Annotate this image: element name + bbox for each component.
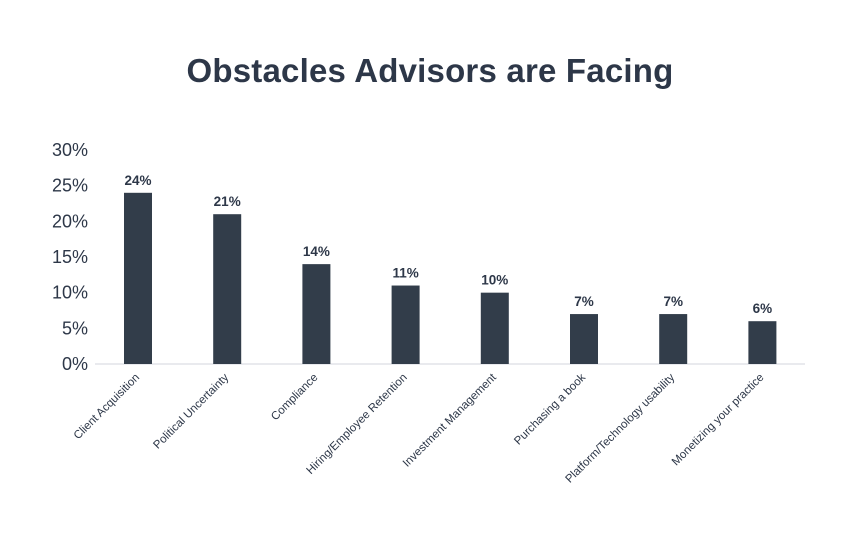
data-label: 24% (124, 173, 151, 188)
bar (659, 314, 688, 364)
bar (302, 264, 331, 364)
y-tick-label: 25% (52, 176, 88, 196)
x-tick-label: Hiring/Employee Retention (305, 372, 410, 477)
data-label: 7% (663, 294, 683, 309)
x-tick-label: Compliance (269, 372, 320, 423)
x-axis: Client Acquisition Political Uncertainty C… (72, 371, 767, 485)
bar (570, 314, 598, 364)
bar (748, 321, 777, 364)
y-tick-label: 10% (52, 283, 88, 303)
bar (213, 214, 242, 364)
x-tick-label: Platform/Technology usability (564, 371, 678, 485)
y-tick-label: 30% (52, 140, 88, 160)
x-tick-label: Monetizing your practice (670, 372, 767, 469)
bars-group (124, 192, 777, 364)
data-label: 11% (392, 266, 418, 281)
data-label: 21% (214, 194, 241, 209)
data-label: 14% (303, 244, 330, 259)
y-tick-label: 20% (52, 211, 88, 231)
x-tick-label: Political Uncertainty (151, 371, 231, 451)
bar (391, 285, 420, 364)
x-tick-label: Client Acquisition (72, 372, 142, 442)
data-labels-group: 24% 21% 14% 11% 10% 7% 7% 6% (124, 173, 772, 316)
x-tick-label: Purchasing a book (512, 371, 588, 447)
bar (480, 292, 509, 364)
bar (124, 192, 152, 364)
data-label: 6% (753, 301, 773, 316)
y-axis: 0% 5% 10% 15% 20% 25% 30% (52, 140, 88, 374)
y-tick-label: 5% (62, 318, 88, 338)
y-tick-label: 0% (62, 354, 88, 374)
data-label: 10% (481, 273, 508, 288)
data-label: 7% (574, 294, 594, 309)
x-tick-label: Investment Management (401, 371, 500, 470)
y-tick-label: 15% (52, 247, 88, 267)
chart-title: Obstacles Advisors are Facing (186, 52, 674, 89)
